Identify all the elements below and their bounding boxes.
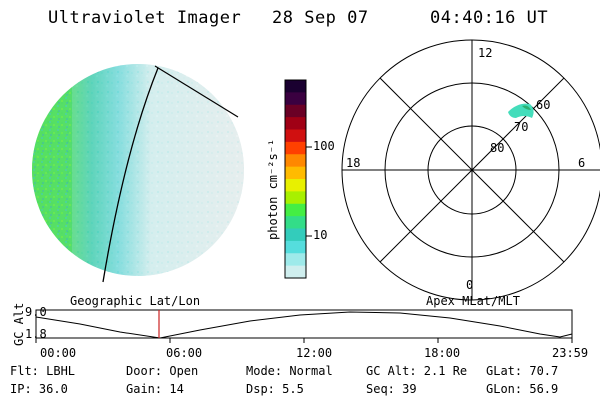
colorbar-segment: [285, 228, 306, 242]
mlt-label-18: 18: [346, 156, 361, 170]
colorbar-segment: [285, 179, 306, 192]
mlt-label-12: 12: [478, 46, 493, 60]
alt-tick-1-8: 1.8: [25, 327, 47, 341]
colorbar-segment: [285, 154, 306, 168]
colorbar-segment: [285, 240, 306, 254]
time-tick-2359: 23:59: [552, 346, 589, 360]
altitude-frame: [35, 309, 573, 339]
info-gcalt: GC Alt: 2.1 Re: [366, 364, 468, 378]
colorbar-segment: [285, 141, 306, 155]
time-tick-1800: 18:00: [424, 346, 461, 360]
polar-plot: [341, 39, 600, 301]
colorbar-frame: [284, 79, 307, 279]
colorbar-segment: [285, 253, 306, 267]
info-gain: Gain: 14: [126, 382, 184, 396]
colorbar-segment: [285, 92, 306, 106]
info-glon: GLon: 56.9: [486, 382, 559, 396]
mlt-label-6: 6: [578, 156, 586, 170]
mlat-label-80: 80: [490, 141, 505, 155]
colorbar-segment: [285, 129, 306, 143]
time-label: 04:40:16 UT: [430, 8, 549, 28]
aurora-spot: [508, 103, 534, 118]
colorbar-tick-100: 100: [313, 139, 335, 153]
colorbar-tick-10: 10: [313, 228, 328, 242]
info-ip: IP: 36.0: [10, 382, 68, 396]
geographic-label: Geographic Lat/Lon: [70, 294, 201, 308]
info-door: Door: Open: [126, 364, 199, 378]
info-seq: Seq: 39: [366, 382, 417, 396]
colorbar-unit-label: photon cm⁻²s⁻¹: [266, 138, 280, 240]
mlat-label-60: 60: [536, 98, 551, 112]
date-label: 28 Sep 07: [272, 8, 369, 28]
apex-label: Apex MLat/MLT: [426, 294, 520, 308]
info-mode: Mode: Normal: [246, 364, 333, 378]
colorbar-segment: [285, 117, 306, 131]
colorbar-segment: [285, 80, 306, 93]
info-dsp: Dsp: 5.5: [246, 382, 304, 396]
time-tick-1200: 12:00: [296, 346, 333, 360]
colorbar: [285, 80, 306, 279]
time-tick-0000: 00:00: [40, 346, 77, 360]
info-glat: GLat: 70.7: [486, 364, 559, 378]
mlt-label-0: 0: [466, 278, 474, 292]
time-tick-0600: 06:00: [166, 346, 203, 360]
colorbar-segment: [285, 104, 306, 118]
uv-image-disk: [32, 64, 244, 276]
colorbar-segment: [285, 203, 306, 217]
alt-axis-label: GC Alt: [12, 302, 26, 346]
colorbar-segment: [285, 216, 306, 230]
colorbar-segment: [285, 191, 306, 205]
colorbar-segment: [285, 265, 306, 279]
alt-tick-9: 9.0: [25, 305, 47, 319]
instrument-title: Ultraviolet Imager: [48, 8, 242, 28]
altitude-curve: [35, 311, 573, 339]
limb-line: [154, 65, 239, 118]
info-flt: Flt: LBHL: [10, 364, 76, 378]
colorbar-segment: [285, 166, 306, 180]
mlat-label-70: 70: [514, 120, 529, 134]
terminator-line: [102, 67, 159, 283]
